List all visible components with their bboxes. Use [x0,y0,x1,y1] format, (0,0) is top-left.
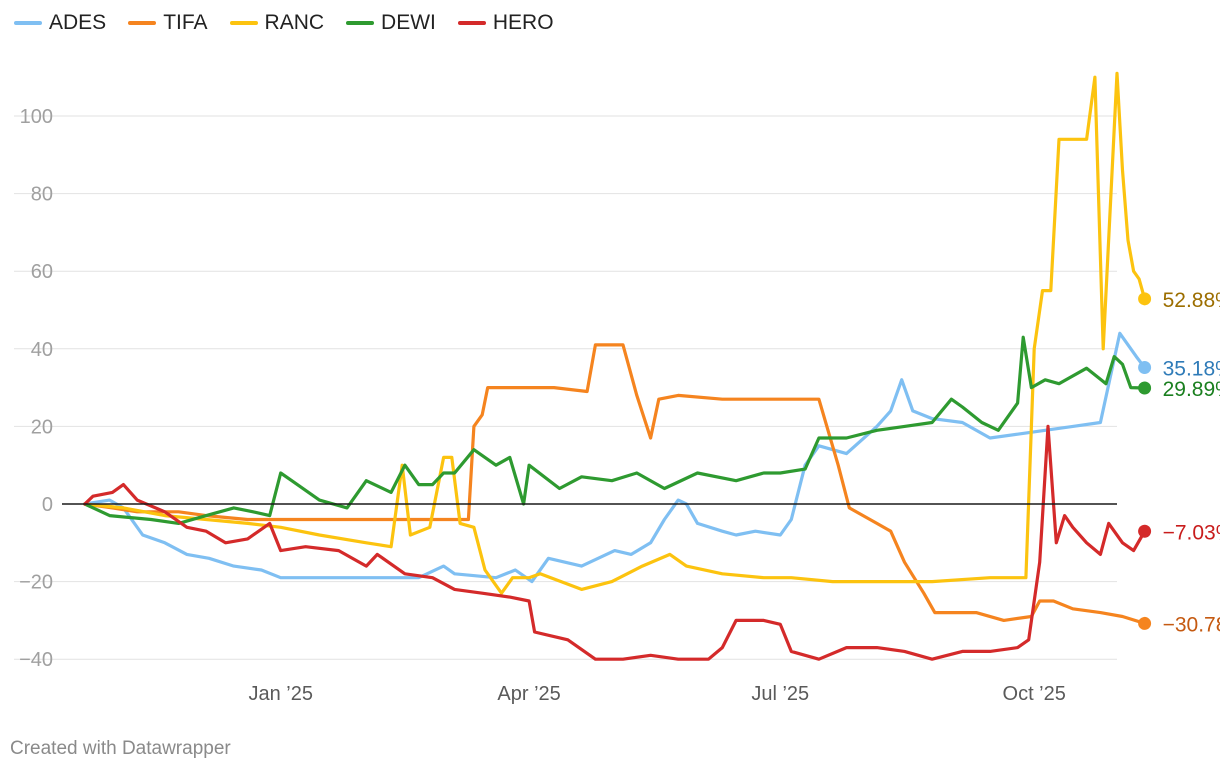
legend-item-tifa: TIFA [128,11,208,35]
legend-label: HERO [492,11,554,34]
chart-legend: ADES TIFA RANC DEWI HERO [14,9,576,37]
legend-swatch [128,21,157,25]
x-tick-label: Apr ’25 [497,683,560,705]
legend-item-hero: HERO [457,11,554,35]
legend-swatch [229,21,258,25]
y-tick-label: 100 [20,106,53,128]
legend-swatch [346,21,375,25]
end-label-dewi: 29.89% [1163,378,1220,401]
line-chart: −40 −20 0 20 40 60 80 100 Jan ’25 Apr ’25 Jul ’25 O… [14,71,1220,705]
series-line-hero [83,424,1147,661]
end-label-ades: 35.18% [1163,358,1220,381]
x-tick-label: Jan ’25 [248,683,313,705]
end-dot-dewi [1138,381,1152,395]
end-label-hero: −7.03% [1163,521,1220,544]
end-label-tifa: −30.78% [1163,613,1220,636]
end-dot-hero [1138,524,1152,538]
legend-swatch [14,21,42,25]
footer-credit: Created with Datawrapper [10,738,231,759]
series-line-ranc [83,71,1147,595]
y-tick-label: 40 [31,339,53,361]
legend-item-dewi: DEWI [346,11,436,35]
legend-swatch [457,21,486,25]
end-dot-tifa [1138,616,1152,630]
end-dot-ades [1138,361,1152,375]
legend-label: TIFA [163,11,208,34]
end-label-ranc: 52.88% [1163,289,1220,312]
y-tick-label: 80 [31,184,53,206]
x-tick-label: Oct ’25 [1003,683,1066,705]
end-dot-ranc [1138,292,1152,306]
series-line-dewi [83,335,1147,525]
legend-item-ades: ADES [14,11,106,35]
y-tick-label: 20 [31,416,53,438]
x-tick-label: Jul ’25 [751,683,809,705]
series-line-ades [83,331,1147,584]
legend-item-ranc: RANC [229,11,325,35]
series-line-tifa [83,343,1147,625]
legend-label: RANC [264,11,325,34]
y-tick-label: 60 [31,261,53,283]
legend-label: DEWI [381,11,436,34]
y-tick-label: 0 [42,494,53,516]
y-tick-label: −20 [19,572,53,594]
y-tick-label: −40 [19,649,53,671]
legend-label: ADES [49,11,107,34]
